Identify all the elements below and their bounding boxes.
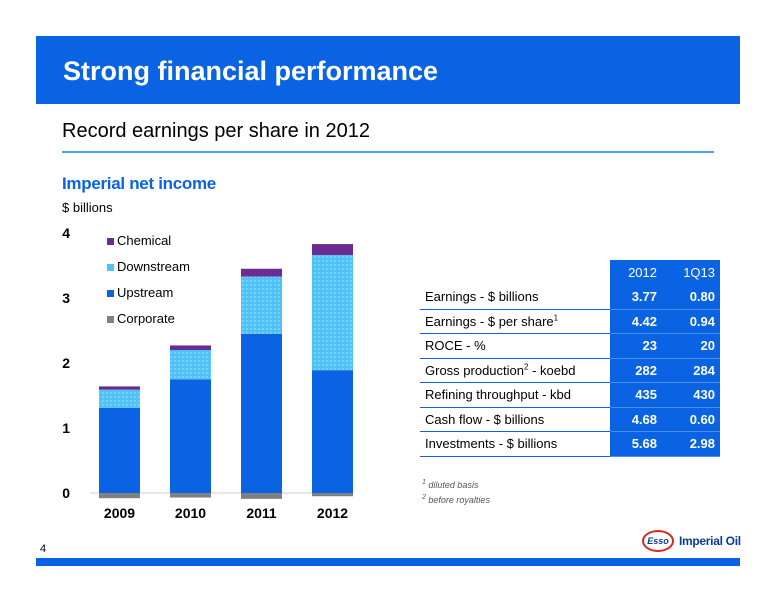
- metric-value-2012: 23: [610, 333, 662, 359]
- metric-value-1q13: 0.60: [662, 407, 720, 432]
- esso-logo-text: Esso: [647, 536, 669, 546]
- legend-swatch-chemical: [107, 238, 114, 245]
- legend-label-corporate: Corporate: [117, 311, 175, 326]
- metric-footnote-ref: 1: [553, 313, 559, 323]
- logo-company-name: Imperial Oil: [679, 534, 741, 548]
- bar-chemical-2009: [99, 386, 140, 390]
- page-subtitle: Record earnings per share in 2012: [62, 120, 370, 142]
- x-tick-label: 2009: [104, 505, 135, 521]
- metric-value-1q13: 284: [662, 358, 720, 383]
- legend-label-chemical: Chemical: [117, 233, 171, 248]
- title-bar: Strong financial performance: [36, 36, 740, 104]
- bar-upstream-2011: [241, 333, 282, 493]
- legend-swatch-downstream: [107, 264, 114, 271]
- page-number: 4: [40, 543, 47, 555]
- footnote-2-number: 2: [422, 494, 426, 501]
- chart-title: Imperial net income: [62, 174, 216, 193]
- table-row: Refining throughput - kbd 435 430: [420, 382, 720, 408]
- table-row: Investments - $ billions 5.68 2.98: [420, 431, 720, 457]
- y-tick-label: 3: [62, 290, 70, 306]
- metric-value-2012: 3.77: [610, 284, 662, 310]
- bar-chemical-2011: [241, 268, 282, 277]
- y-tick-label: 2: [62, 355, 70, 371]
- x-tick-label: 2011: [246, 505, 277, 521]
- metric-label: ROCE - %: [420, 333, 610, 359]
- table-row: Cash flow - $ billions 4.68 0.60: [420, 407, 720, 432]
- metric-label-text: Gross production: [425, 362, 524, 378]
- net-income-bar-chart: 0 1 2 3 4 2009 2010 2011 2012 Chemical Downstream U…: [62, 225, 353, 521]
- metric-label-text: Earnings - $ per share: [425, 313, 554, 329]
- bar-downstream-2010: [170, 350, 211, 380]
- footnote-1: 1 diluted basis: [422, 479, 490, 495]
- table-row: Earnings - $ per share1 4.42 0.94: [420, 309, 720, 334]
- x-tick-label: 2010: [175, 505, 206, 521]
- footnotes: 1 diluted basis 2 before royalties: [422, 479, 490, 510]
- y-tick-label: 4: [62, 225, 70, 241]
- footnote-2-text: before royalties: [425, 495, 490, 505]
- footnote-1-number: 1: [422, 479, 426, 486]
- bottom-bar: [36, 558, 740, 566]
- metric-label-text: Refining throughput - kbd: [425, 387, 571, 403]
- metric-value-2012: 282: [610, 358, 662, 383]
- subtitle-divider: [62, 151, 714, 153]
- table-header-2012: 2012: [610, 260, 662, 285]
- metric-label: Refining throughput - kbd: [420, 382, 610, 408]
- metric-value-2012: 435: [610, 382, 662, 408]
- bar-upstream-2009: [99, 407, 140, 493]
- metric-label-text: Investments - $ billions: [425, 436, 558, 452]
- bar-downstream-2009: [99, 389, 140, 408]
- table-header-1q13: 1Q13: [662, 260, 720, 285]
- metric-value-1q13: 20: [662, 333, 720, 359]
- bar-chemical-2010: [170, 345, 211, 350]
- metric-label-text: Earnings - $ billions: [425, 289, 539, 304]
- bar-upstream-2010: [170, 379, 211, 493]
- table-row: Earnings - $ billions 3.77 0.80: [420, 284, 720, 310]
- bar-corporate-2010: [170, 493, 211, 498]
- table-header-row: 2012 1Q13: [420, 260, 720, 285]
- table-row: ROCE - % 23 20: [420, 333, 720, 359]
- metric-value-1q13: 0.80: [662, 284, 720, 310]
- bar-downstream-2012: [312, 255, 353, 371]
- bar-chemical-2012: [312, 244, 353, 256]
- metric-label: Earnings - $ per share1: [420, 309, 610, 334]
- metric-value-1q13: 2.98: [662, 431, 720, 457]
- footnote-2: 2 before royalties: [422, 494, 490, 510]
- legend-swatch-corporate: [107, 316, 114, 323]
- metric-value-2012: 5.68: [610, 431, 662, 457]
- metric-label: Cash flow - $ billions: [420, 407, 610, 432]
- bar-corporate-2011: [241, 493, 282, 499]
- chart-unit-label: $ billions: [62, 200, 113, 215]
- imperial-oil-logo: Esso Imperial Oil: [642, 528, 741, 554]
- bar-corporate-2012: [312, 493, 353, 497]
- bar-upstream-2012: [312, 370, 353, 493]
- legend-label-upstream: Upstream: [117, 285, 173, 300]
- legend-label-downstream: Downstream: [117, 259, 190, 274]
- metric-value-2012: 4.42: [610, 309, 662, 334]
- metric-label: Earnings - $ billions: [420, 284, 610, 310]
- metric-label-text: ROCE - %: [425, 338, 486, 354]
- page-title: Strong financial performance: [63, 56, 439, 86]
- metric-label: Investments - $ billions: [420, 431, 610, 457]
- metric-label: Gross production2 - koebd: [420, 358, 610, 383]
- metric-label-text: Cash flow - $ billions: [425, 411, 545, 427]
- financial-metrics-table: 2012 1Q13 Earnings - $ billions 3.77 0.80 E…: [420, 260, 720, 457]
- metric-value-2012: 4.68: [610, 407, 662, 432]
- table-row: Gross production2 - koebd 282 284: [420, 358, 720, 383]
- metric-value-1q13: 0.94: [662, 309, 720, 334]
- bar-corporate-2009: [99, 493, 140, 499]
- footnote-1-text: diluted basis: [425, 480, 479, 490]
- table-header-blank: [420, 260, 610, 285]
- legend-swatch-upstream: [107, 290, 114, 297]
- metric-label-suffix: - koebd: [528, 362, 576, 378]
- y-tick-label: 0: [62, 485, 70, 501]
- x-tick-label: 2012: [317, 505, 348, 521]
- esso-logo-icon: Esso: [642, 530, 674, 552]
- metric-value-1q13: 430: [662, 382, 720, 408]
- metric-footnote-ref: 2: [524, 362, 529, 372]
- y-tick-label: 1: [62, 420, 70, 436]
- bar-downstream-2011: [241, 276, 282, 334]
